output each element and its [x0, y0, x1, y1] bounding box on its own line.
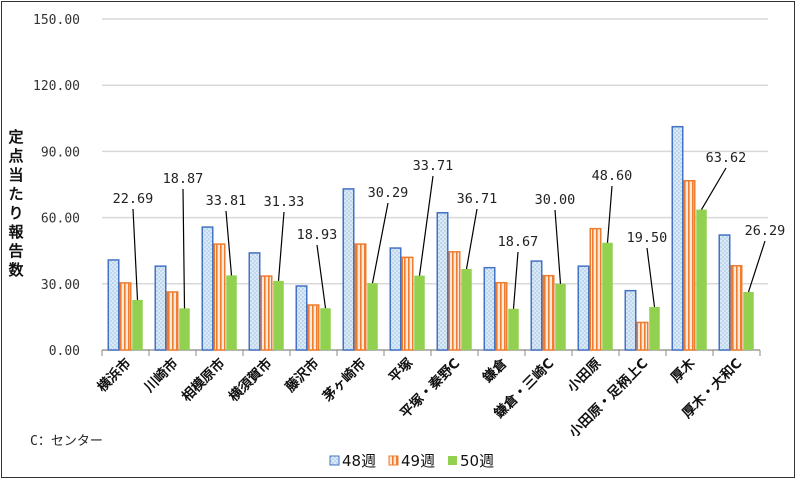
bar-50週-横須賀市	[273, 280, 284, 350]
y-axis-title: 定点当たり報告数	[8, 128, 24, 279]
data-label: 18.67	[498, 234, 539, 250]
data-label: 31.33	[264, 194, 305, 210]
bar-50週-厚木・大和C	[743, 291, 754, 350]
bar-48週-相模原市	[201, 226, 214, 351]
bar-49週-茅ヶ崎市	[354, 243, 367, 351]
x-tick-label: 横須賀市	[225, 354, 276, 405]
y-tick-label: 0.00	[49, 344, 80, 359]
bar-48週-横浜市	[107, 259, 120, 351]
bar-49週-鎌倉	[495, 281, 508, 351]
x-tick-label: 茅ヶ崎市	[319, 354, 370, 405]
legend-label: 49週	[401, 452, 435, 470]
bar-48週-横須賀市	[248, 252, 261, 351]
x-tick-label: 藤沢市	[282, 354, 323, 395]
legend-label: 50週	[460, 452, 494, 470]
x-tick-label: 鎌倉	[479, 354, 511, 386]
data-label: 26.29	[745, 223, 786, 239]
bar-49週-藤沢市	[307, 304, 320, 351]
leader-line	[606, 185, 613, 243]
legend-swatch	[448, 456, 457, 465]
data-label: 22.69	[113, 191, 154, 207]
bar-48週-茅ヶ崎市	[342, 188, 355, 351]
bar-49週-厚木・大和C	[730, 264, 743, 351]
leader-line	[182, 188, 186, 309]
y-tick-label: 120.00	[33, 79, 80, 94]
legend-swatch	[329, 455, 340, 466]
leader-line	[277, 211, 285, 281]
data-label: 30.00	[535, 192, 576, 208]
bar-48週-平塚	[389, 247, 402, 351]
annotation-note: C：センター	[30, 434, 103, 449]
y-tick-label: 30.00	[41, 278, 80, 293]
data-label: 48.60	[592, 168, 633, 184]
bar-49週-横浜市	[119, 282, 132, 351]
leader-line	[132, 208, 139, 300]
bar-49週-小田原・足柄上C	[636, 321, 649, 351]
x-tick-label: 相模原市	[178, 354, 229, 405]
bar-50週-鎌倉	[508, 308, 519, 350]
bar-50週-相模原市	[226, 275, 237, 350]
y-tick-label: 150.00	[33, 13, 80, 28]
leader-line	[418, 175, 434, 276]
data-label: 30.29	[368, 185, 409, 201]
bar-50週-小田原	[602, 242, 613, 350]
bar-50週-鎌倉・三崎C	[555, 283, 566, 350]
bar-49週-川崎市	[166, 291, 179, 351]
bar-49週-小田原	[589, 227, 602, 351]
data-label: 33.81	[206, 193, 247, 209]
y-tick-label: 90.00	[41, 145, 80, 160]
x-tick-label: 小田原	[564, 355, 604, 395]
bar-50週-小田原・足柄上C	[649, 306, 660, 350]
leader-line	[554, 209, 562, 284]
data-label: 36.71	[457, 191, 498, 207]
data-label: 18.87	[163, 171, 204, 187]
bar-50週-茅ヶ崎市	[367, 283, 378, 350]
bar-48週-鎌倉・三崎C	[530, 260, 543, 351]
bar-48週-小田原・足柄上C	[624, 289, 637, 351]
bar-48週-小田原	[577, 265, 590, 351]
leader-line	[316, 244, 327, 309]
bar-50週-横浜市	[132, 299, 143, 350]
bar-49週-鎌倉・三崎C	[542, 274, 555, 351]
leader-line	[646, 247, 656, 308]
leader-line	[225, 210, 233, 276]
x-tick-label: 厚木	[667, 354, 698, 385]
leader-line	[747, 240, 766, 293]
bar-49週-厚木	[683, 179, 696, 351]
bar-48週-厚木	[671, 125, 684, 351]
bar-48週-鎌倉	[483, 266, 496, 351]
bar-49週-平塚	[401, 256, 414, 351]
bar-48週-川崎市	[154, 265, 167, 351]
bar-48週-平塚・秦野C	[436, 211, 449, 351]
leader-line	[512, 251, 519, 309]
bar-48週-藤沢市	[295, 285, 308, 351]
bar-49週-平塚・秦野C	[448, 251, 461, 351]
bar-50週-藤沢市	[320, 308, 331, 350]
bar-50週-平塚	[414, 275, 425, 350]
data-label: 18.93	[297, 227, 338, 243]
bar-49週-相模原市	[213, 243, 226, 351]
leader-line	[371, 202, 389, 284]
data-label: 19.50	[627, 230, 668, 246]
y-tick-label: 60.00	[41, 212, 80, 227]
data-label: 63.62	[706, 150, 747, 166]
bar-50週-平塚・秦野C	[461, 268, 472, 350]
legend-label: 48週	[342, 452, 376, 470]
bar-50週-厚木	[696, 209, 707, 350]
legend: 48週 49週 50週	[329, 452, 494, 470]
bar-49週-横須賀市	[260, 275, 273, 351]
leader-line	[465, 208, 478, 270]
x-tick-label: 小田原・足柄上C	[565, 355, 651, 441]
x-tick-label: 川崎市	[140, 354, 182, 396]
bar-50週-川崎市	[179, 308, 190, 350]
x-tick-label: 平塚	[386, 355, 417, 386]
bar-48週-厚木・大和C	[718, 234, 731, 351]
data-label: 33.71	[413, 158, 454, 174]
x-tick-label: 横浜市	[94, 354, 135, 395]
leader-line	[700, 167, 727, 210]
legend-swatch	[388, 455, 399, 466]
